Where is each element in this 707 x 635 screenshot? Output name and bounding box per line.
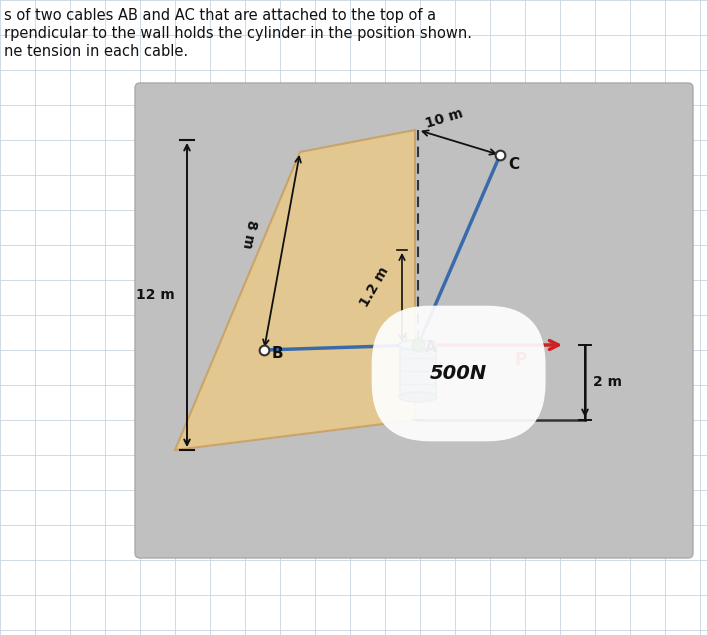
Text: 8 m: 8 m	[240, 218, 259, 249]
Text: 12 m: 12 m	[136, 288, 175, 302]
Text: C: C	[508, 157, 519, 172]
Polygon shape	[175, 130, 415, 450]
Text: 1.2 m: 1.2 m	[357, 264, 391, 309]
Text: 500N: 500N	[430, 364, 487, 383]
Text: ne tension in each cable.: ne tension in each cable.	[4, 44, 188, 59]
Ellipse shape	[399, 392, 437, 402]
Text: A: A	[425, 340, 437, 355]
Text: 10 m: 10 m	[423, 106, 464, 131]
Text: B: B	[272, 346, 284, 361]
Ellipse shape	[399, 340, 437, 350]
FancyBboxPatch shape	[400, 345, 436, 397]
Text: 2 m: 2 m	[593, 375, 622, 389]
Text: s of two cables AB and AC that are attached to the top of a: s of two cables AB and AC that are attac…	[4, 8, 436, 23]
FancyBboxPatch shape	[135, 83, 693, 558]
Text: P: P	[515, 351, 527, 369]
Text: rpendicular to the wall holds the cylinder in the position shown.: rpendicular to the wall holds the cylind…	[4, 26, 472, 41]
